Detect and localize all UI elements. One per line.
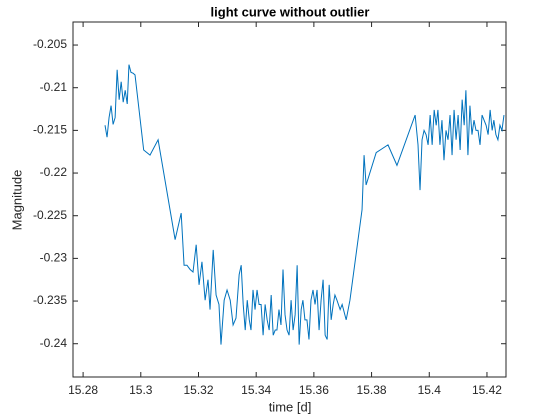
- y-tick-label: -0.22: [40, 165, 68, 179]
- x-tick-label: 15.3: [129, 383, 153, 397]
- x-tick-label: 15.34: [241, 383, 271, 397]
- chart-title: light curve without outlier: [211, 4, 370, 19]
- x-tick-label: 15.36: [299, 383, 329, 397]
- y-tick-label: -0.215: [33, 123, 67, 137]
- y-axis-label: Magnitude: [9, 170, 24, 231]
- x-tick-label: 15.4: [418, 383, 442, 397]
- x-axis-label: time [d]: [269, 399, 312, 414]
- y-tick-label: -0.225: [33, 208, 67, 222]
- x-tick-label: 15.38: [357, 383, 387, 397]
- y-tick-label: -0.235: [33, 293, 67, 307]
- data-line: [104, 64, 505, 345]
- y-tick-label: -0.205: [33, 37, 67, 51]
- x-tick-label: 15.42: [472, 383, 502, 397]
- y-tick-label: -0.21: [40, 80, 68, 94]
- plot-area: [72, 21, 507, 378]
- y-tick-label: -0.24: [40, 336, 68, 350]
- y-tick-label: -0.23: [40, 251, 68, 265]
- x-tick-label: 15.32: [183, 383, 213, 397]
- x-tick-label: 15.28: [68, 383, 98, 397]
